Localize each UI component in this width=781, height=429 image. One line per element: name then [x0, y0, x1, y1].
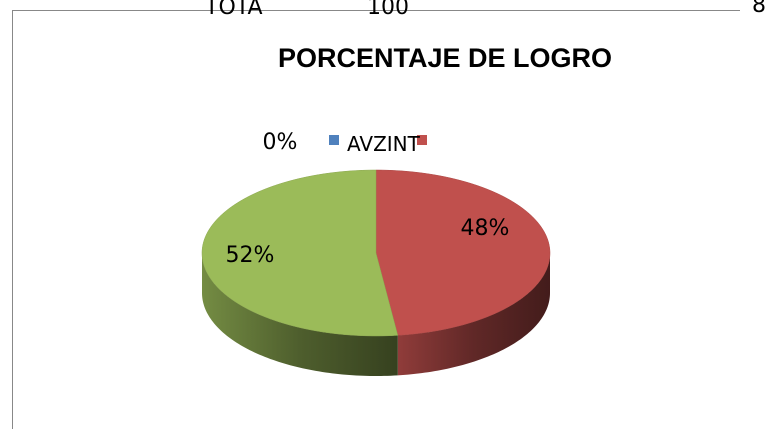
- slice: [201, 169, 399, 337]
- slice-side: [397, 253, 550, 376]
- legend-marker: [417, 135, 427, 145]
- slice-side: [202, 253, 398, 376]
- legend-label: AVZINT: [347, 132, 421, 156]
- slice: [375, 169, 551, 336]
- data-label: 48%: [461, 216, 510, 241]
- chart-title: PORCENTAJE DE LOGRO: [278, 43, 612, 73]
- annotation: 100: [367, 0, 409, 20]
- annotation: TOTA: [204, 0, 263, 20]
- data-label: 52%: [226, 243, 275, 268]
- data-label: 0%: [263, 130, 298, 155]
- legend-marker: [329, 135, 339, 145]
- annotation: 8: [752, 0, 766, 18]
